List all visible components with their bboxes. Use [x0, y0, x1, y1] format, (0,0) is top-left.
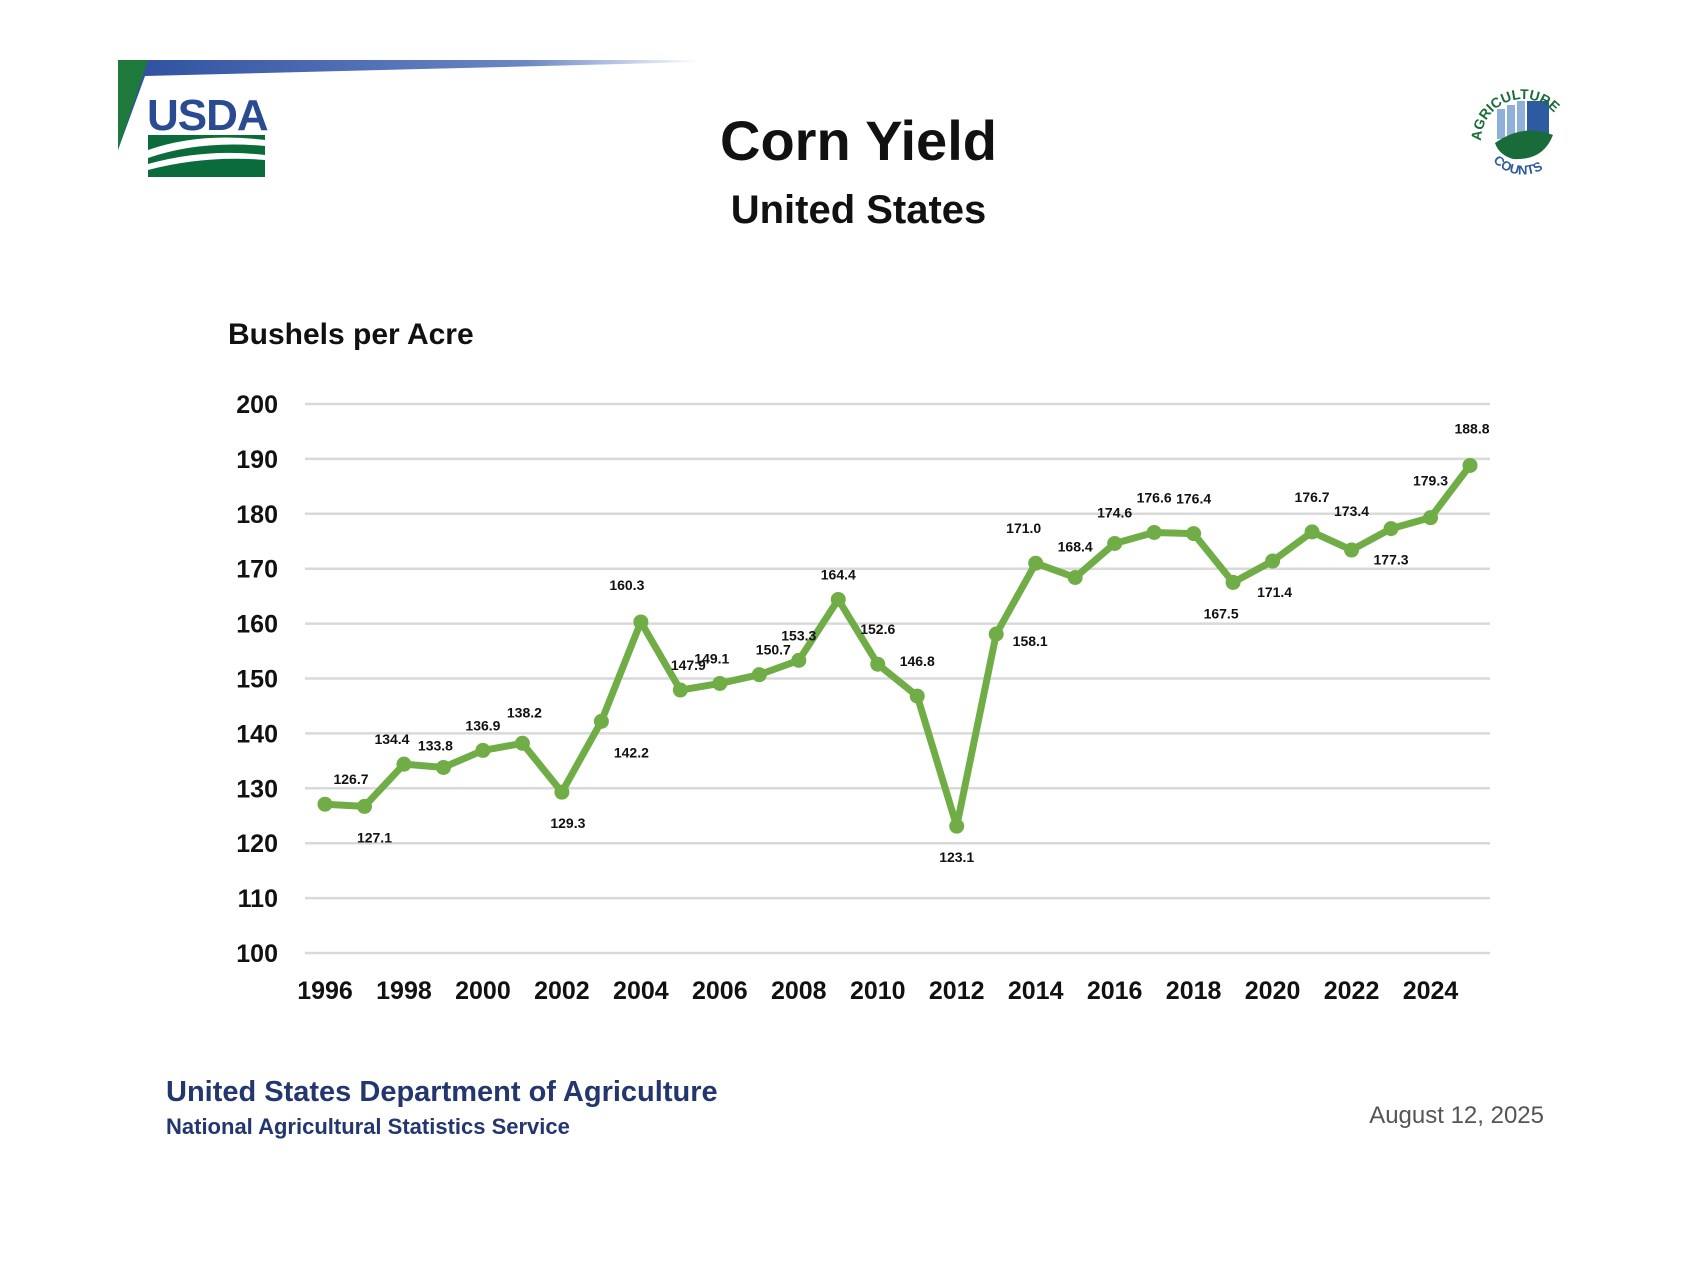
data-label: 167.5: [1204, 605, 1239, 621]
data-label: 158.1: [1013, 633, 1048, 649]
x-tick-label: 2018: [1166, 977, 1222, 1005]
data-point: [1383, 521, 1399, 537]
data-point: [949, 818, 965, 834]
chart-plot: 100 110 120 130 140 150 160 170 180 190 200 1996 199…: [236, 391, 1490, 1005]
data-label: 164.4: [821, 566, 856, 582]
data-point: [672, 682, 688, 698]
data-point: [1344, 542, 1360, 558]
y-tick-label: 110: [238, 885, 278, 913]
data-label: 176.6: [1137, 489, 1172, 505]
x-tick-label: 2016: [1087, 977, 1143, 1005]
data-point: [870, 656, 886, 672]
svg-text:USDA: USDA: [147, 91, 268, 140]
data-point: [1186, 526, 1202, 542]
x-tick-label: 2004: [613, 977, 669, 1005]
data-point: [751, 667, 767, 683]
y-tick-label: 100: [236, 940, 278, 968]
data-label: 176.7: [1295, 489, 1330, 505]
data-label: 171.0: [1006, 520, 1041, 536]
data-label: 136.9: [465, 717, 500, 733]
footer-agency: National Agricultural Statistics Service: [166, 1114, 570, 1139]
data-label: 168.4: [1058, 538, 1093, 554]
x-tick-label: 1996: [297, 977, 353, 1005]
y-tick-label: 160: [236, 611, 278, 639]
y-tick-label: 140: [236, 720, 278, 748]
data-label: 188.8: [1454, 420, 1489, 436]
x-tick-label: 2000: [455, 977, 511, 1005]
data-point: [1107, 535, 1123, 551]
y-axis-label: Bushels per Acre: [228, 318, 474, 351]
data-point: [1265, 553, 1281, 569]
data-point: [317, 796, 333, 812]
data-point: [791, 652, 807, 668]
data-point: [475, 742, 491, 758]
data-point: [830, 591, 846, 607]
y-tick-label: 150: [236, 666, 278, 694]
data-point: [1028, 555, 1044, 571]
y-tick-label: 130: [236, 775, 278, 803]
x-tick-label: 2024: [1403, 977, 1459, 1005]
usda-logo: USDA: [147, 91, 269, 177]
data-label: 171.4: [1257, 584, 1292, 600]
x-tick-label: 2002: [534, 977, 590, 1005]
x-tick-label: 2020: [1245, 977, 1301, 1005]
data-label: 152.6: [860, 621, 895, 637]
data-label: 138.2: [507, 704, 542, 720]
data-point: [1423, 510, 1439, 526]
data-point: [554, 784, 570, 800]
data-point: [1225, 574, 1241, 590]
data-label: 150.7: [756, 642, 791, 658]
data-point: [1146, 524, 1162, 540]
data-label: 127.1: [357, 829, 392, 845]
x-tick-label: 2008: [771, 977, 827, 1005]
series-line: [324, 463, 1473, 830]
data-point: [1462, 457, 1478, 473]
x-tick-label: 2006: [692, 977, 748, 1005]
data-label: 133.8: [418, 737, 453, 753]
data-label: 123.1: [939, 849, 974, 865]
x-tick-label: 2014: [1008, 977, 1064, 1005]
data-label: 129.3: [550, 815, 585, 831]
data-label: 153.3: [781, 627, 816, 643]
x-tick-label: 2022: [1324, 977, 1380, 1005]
data-point: [909, 688, 925, 704]
data-point: [396, 756, 412, 772]
x-tick-label: 1998: [376, 977, 432, 1005]
x-tick-label: 2010: [850, 977, 906, 1005]
data-point: [593, 713, 609, 729]
y-tick-label: 170: [236, 556, 278, 584]
y-tick-label: 120: [236, 830, 278, 858]
data-point: [435, 759, 451, 775]
data-point: [712, 675, 728, 691]
y-tick-label: 200: [236, 391, 278, 419]
chart-title: Corn Yield: [720, 109, 997, 172]
data-label: 177.3: [1374, 552, 1409, 568]
data-label: 146.8: [900, 653, 935, 669]
data-label: 179.3: [1413, 473, 1448, 489]
data-label: 142.2: [614, 744, 649, 760]
header-swoosh: [118, 60, 700, 150]
data-point: [988, 626, 1004, 642]
chart-subtitle: United States: [730, 188, 987, 232]
y-tick-label: 180: [236, 501, 278, 529]
data-label: 176.4: [1176, 491, 1211, 507]
y-tick-label: 190: [236, 446, 278, 474]
header-graphics: USDA AGRICULTURE COUNTS: [118, 60, 1563, 178]
release-date: August 12, 2025: [1369, 1102, 1544, 1129]
footer-org: United States Department of Agriculture: [166, 1076, 718, 1108]
data-point: [1304, 524, 1320, 540]
data-label: 149.1: [694, 650, 729, 666]
data-point: [514, 735, 530, 751]
data-label: 147.9: [671, 657, 706, 673]
data-point: [1067, 569, 1083, 585]
data-label: 160.3: [609, 577, 644, 593]
data-label: 126.7: [333, 771, 368, 787]
data-label: 134.4: [374, 731, 409, 747]
data-point: [356, 798, 372, 814]
data-label: 173.4: [1334, 503, 1369, 519]
data-point: [633, 614, 649, 630]
x-tick-label: 2012: [929, 977, 985, 1005]
data-label: 174.6: [1097, 504, 1132, 520]
